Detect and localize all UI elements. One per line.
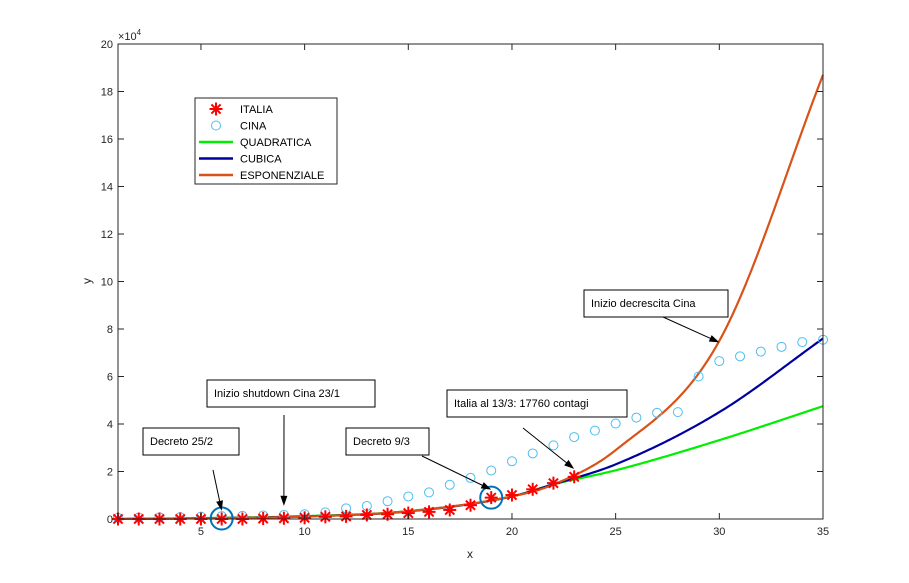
x-tick-label: 35 (817, 526, 829, 538)
annotation-text: Decreto 25/2 (150, 436, 213, 448)
annotations-layer: Decreto 25/2 Inizio shutdown Cina 23/1 Dec… (142, 289, 729, 511)
legend: ITALIA CINA QUADRATICA CUBICA ESPONENZIALE (194, 97, 338, 185)
y-tick-label: 2 (107, 467, 113, 479)
y-axis: 0 2 4 6 8 10 12 14 16 18 20 (101, 39, 823, 526)
highlight-circle (479, 485, 504, 510)
y-tick-label: 8 (107, 324, 113, 336)
y-tick-label: 20 (101, 39, 113, 51)
annotation-arrow-line (212, 469, 221, 505)
italia-point (360, 508, 374, 522)
legend-entry-cina: CINA (211, 120, 267, 133)
arrow-head (480, 482, 492, 490)
legend-entry-esponenziale: ESPONENZIALE (199, 170, 324, 182)
annotation-box (583, 289, 729, 318)
y-tick-label: 4 (107, 419, 113, 431)
y-tick-label: 10 (101, 277, 113, 289)
legend-entry-cubica: CUBICA (199, 154, 282, 166)
legend-label: ESPONENZIALE (240, 170, 324, 182)
x-tick-label: 5 (198, 526, 204, 538)
cina-point (610, 418, 621, 429)
y-tick-label: 0 (107, 514, 113, 526)
cina-point (693, 371, 704, 382)
italia-point (443, 503, 457, 517)
annotation-text: Inizio shutdown Cina 23/1 (214, 388, 340, 400)
italia-point (526, 482, 540, 496)
italia-point (422, 505, 436, 519)
y-exponent-power: 4 (137, 28, 142, 37)
y-tick-label: 12 (101, 229, 113, 241)
arrow-head (280, 495, 288, 506)
annotation-arrow-line (522, 427, 570, 466)
italia-point (546, 476, 560, 490)
x-tick-label: 15 (402, 526, 414, 538)
annotation: Decreto 9/3 (345, 427, 492, 490)
annotation-box (345, 427, 430, 456)
cina-point (548, 440, 559, 451)
cina-point (631, 412, 642, 423)
legend-entry-quadratica: QUADRATICA (199, 137, 312, 149)
cina-point (403, 491, 414, 502)
cina-point (589, 425, 600, 436)
annotation: Inizio decrescita Cina (583, 289, 729, 343)
cina-point (382, 496, 393, 507)
annotation-box (446, 389, 628, 418)
cina-point (506, 456, 517, 467)
cina-point (776, 341, 787, 352)
arrow-head (216, 500, 224, 511)
legend-label: QUADRATICA (240, 137, 312, 149)
annotation-box (142, 427, 240, 456)
legend-label: ITALIA (240, 104, 273, 116)
x-axis-label: x (467, 547, 473, 561)
italia-point (464, 498, 477, 512)
annotation-box (206, 379, 376, 408)
annotation: Italia al 13/3: 17760 contagi (446, 389, 628, 469)
annotation: Inizio shutdown Cina 23/1 (206, 379, 376, 506)
y-tick-label: 18 (101, 87, 113, 99)
arrow-head (564, 459, 575, 469)
legend-label: CINA (240, 121, 267, 133)
x-tick-label: 30 (713, 526, 725, 538)
x-axis: 5 10 15 20 25 30 35 (198, 44, 829, 538)
italia-point (484, 491, 498, 505)
annotation-arrow-line (662, 316, 715, 341)
cina-point (424, 487, 435, 498)
italia-point (277, 511, 291, 525)
y-exponent-label: ×104 (118, 28, 142, 43)
annotation-arrow-line (421, 455, 487, 488)
legend-label: CUBICA (240, 154, 282, 166)
arrow-head (708, 335, 720, 343)
y-tick-label: 14 (101, 182, 113, 194)
italia-point (339, 509, 353, 523)
cina-point (755, 346, 766, 357)
cina-point (527, 448, 538, 459)
y-tick-label: 6 (107, 372, 113, 384)
cina-point (797, 337, 808, 348)
x-tick-label: 10 (298, 526, 310, 538)
y-tick-label: 16 (101, 134, 113, 146)
cina-point (714, 356, 725, 367)
x-tick-label: 20 (506, 526, 518, 538)
cina-point (569, 432, 580, 443)
annotation-text: Inizio decrescita Cina (591, 298, 696, 310)
italia-point (567, 470, 581, 484)
cina-point (672, 407, 683, 418)
annotation: Decreto 25/2 (142, 427, 240, 511)
annotation-text: Decreto 9/3 (353, 436, 410, 448)
italia-point (505, 488, 519, 502)
cina-point (486, 465, 497, 476)
cina-point (735, 351, 746, 362)
x-tick-label: 25 (610, 526, 622, 538)
y-axis-label: y (80, 278, 94, 284)
annotation-text: Italia al 13/3: 17760 contagi (454, 398, 589, 410)
italia-point (318, 510, 332, 524)
cina-point (652, 407, 663, 418)
legend-entry-italia: ITALIA (209, 102, 273, 116)
cina-point (444, 479, 455, 490)
